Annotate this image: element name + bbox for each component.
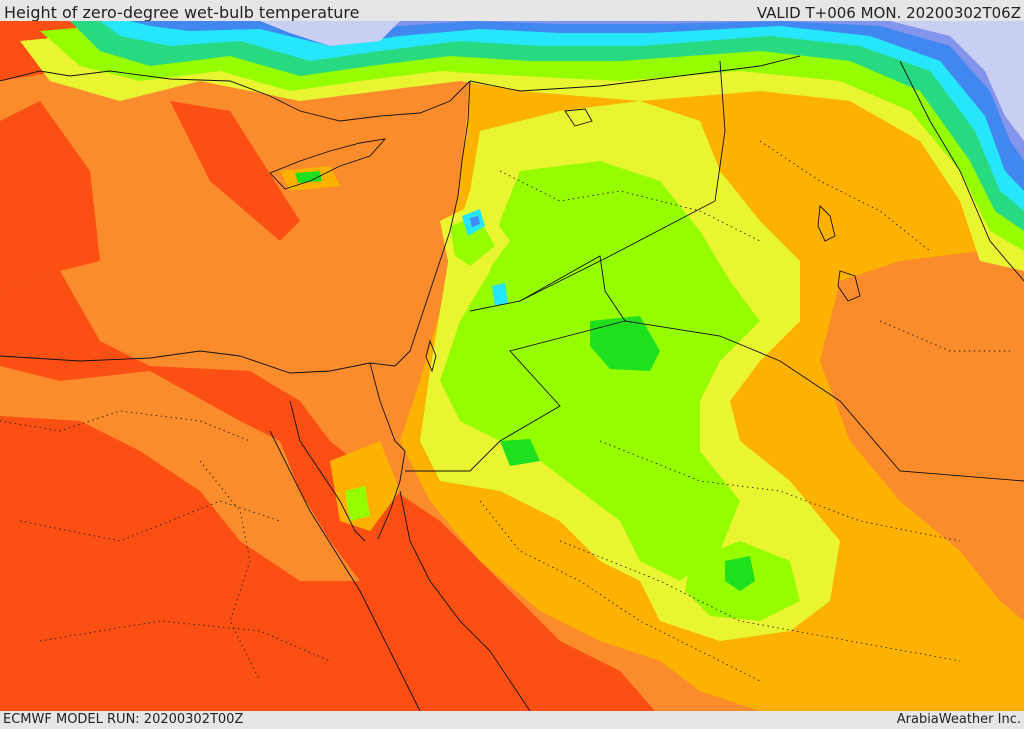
red-sea-east-coast [399,490,531,711]
lake-tharthar [817,205,836,242]
zone-orange-egypt [0,366,360,581]
zone-green-south [725,556,755,591]
zone-lime-north [40,21,1024,251]
weather-map [0,21,1024,711]
lake-habbaniyah [837,270,861,302]
syria-iraq-border [469,60,726,312]
zone-green-core [590,316,660,371]
zone-cyan-syria [492,283,508,306]
zone-teal-north [70,21,1024,231]
map-title: Height of zero-degree wet-bulb temperatu… [4,3,360,22]
zone-green-cyprus [295,171,322,183]
coastlines-and-borders [0,55,1024,711]
gulf-of-aqaba [377,450,406,540]
egypt-north-coast [0,350,396,374]
model-run-label: ECMWF MODEL RUN: 20200302T00Z [3,712,244,727]
red-sea-west-coast [269,430,421,711]
credit-label: ArabiaWeather Inc. [896,712,1021,727]
zone-lime-levant [450,216,495,266]
lake-assad [564,108,593,127]
valid-time-label: VALID T+006 MON. 20200302T06Z [756,4,1021,22]
admin-boundaries-dotted [0,140,1010,682]
zone-lime [440,161,760,581]
zone-violet-north [230,21,1024,161]
cyprus-outline [269,138,387,190]
header-bar [0,0,1024,21]
turkey-south-coast [0,70,471,122]
zone-darkred-sea-stripe [170,101,300,241]
gulf-of-suez [289,400,366,542]
turkey-syria-border [469,55,801,92]
iran-iraq-border [899,60,1024,282]
zone-blue-lebanon [470,216,480,227]
jordan-border [405,255,626,472]
footer-bar [0,711,1024,729]
iraq-saudi-border [624,320,1024,482]
zone-lime-sinai [345,486,370,521]
levant-coast [394,80,471,367]
zone-darkred-libya [0,101,100,291]
dead-sea [425,339,437,373]
zone-lavender-north [260,21,1024,141]
zone-green-jordan [500,439,540,466]
egypt-israel-border [369,362,406,452]
